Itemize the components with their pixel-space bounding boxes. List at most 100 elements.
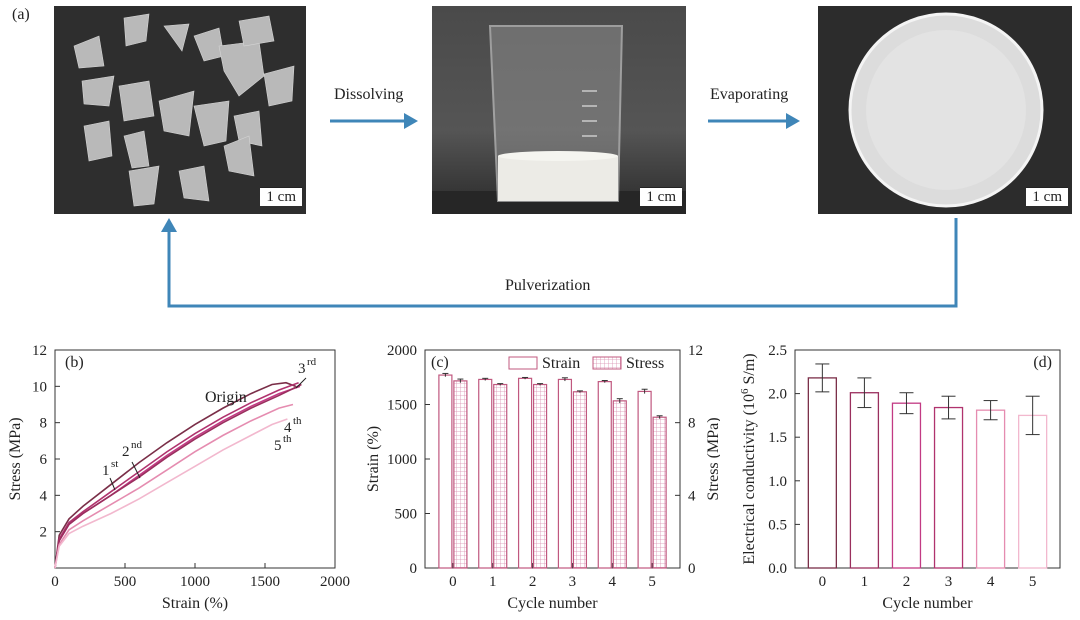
bar-conductivity xyxy=(933,406,964,569)
y-tick-label: 0.5 xyxy=(768,517,787,533)
x-tick-label: 2000 xyxy=(320,574,350,590)
step-pulverization-label: Pulverization xyxy=(505,277,591,294)
x-tick-label: 1 xyxy=(861,574,869,590)
annotation-origin: Origin xyxy=(205,389,247,406)
photo-beaker: 1 cm xyxy=(432,6,686,214)
step-dissolving-label: Dissolving xyxy=(334,86,404,103)
y-tick-label: 2.5 xyxy=(768,343,787,359)
x-tick-label: 0 xyxy=(51,574,59,590)
x-axis-label: Cycle number xyxy=(882,595,973,612)
y-tick-label: 2.0 xyxy=(768,387,787,403)
x-tick-label: 4 xyxy=(987,574,995,590)
y-right-tick-label: 8 xyxy=(688,416,696,432)
photo-film-disc: 1 cm xyxy=(818,6,1072,214)
annotation-1-pointer xyxy=(109,477,116,491)
scale-bar-3: 1 cm xyxy=(1026,187,1068,206)
y-tick-label: 500 xyxy=(395,507,418,523)
film-fragments-image xyxy=(54,6,306,214)
x-tick-label: 0 xyxy=(819,574,827,590)
panel-d-label: (d) xyxy=(1033,354,1052,371)
annotation-4-sup: th xyxy=(293,415,302,427)
y-tick-label: 2 xyxy=(40,525,48,541)
x-tick-label: 3 xyxy=(569,574,577,590)
x-tick-label: 2 xyxy=(903,574,911,590)
annotation-5-sup: th xyxy=(283,433,292,445)
y-right-tick-label: 4 xyxy=(688,488,696,504)
bar-stress xyxy=(572,391,588,569)
series-line-cycle4 xyxy=(54,403,294,569)
y-tick-label: 10 xyxy=(32,379,47,395)
x-tick-label: 1 xyxy=(489,574,497,590)
arrow-pulverization xyxy=(161,218,958,308)
y-right-tick-label: 12 xyxy=(688,343,703,359)
bar-strain xyxy=(557,378,573,569)
arrow-dissolving xyxy=(330,113,418,129)
y-right-tick-label: 0 xyxy=(688,561,696,577)
bar-strain xyxy=(438,374,453,569)
annotation-3: 3 xyxy=(298,361,306,377)
x-tick-label: 5 xyxy=(1029,574,1037,590)
y-axis-label-main: Electrical conductivity (10 xyxy=(741,394,758,565)
film-disc-image xyxy=(818,6,1072,214)
bar-strain xyxy=(637,390,652,569)
y-tick-label: 8 xyxy=(40,416,48,432)
series-line-cycle1 xyxy=(54,381,299,569)
bar-conductivity xyxy=(849,392,880,569)
photo-film-fragments: 1 cm xyxy=(54,6,306,214)
bar-stress xyxy=(532,383,548,569)
y-tick-label: 0.0 xyxy=(768,561,787,577)
x-tick-label: 3 xyxy=(945,574,953,590)
beaker-image xyxy=(432,6,686,214)
step-evaporating-label: Evaporating xyxy=(710,86,789,103)
y-tick-label: 1500 xyxy=(387,398,417,414)
bar-stress xyxy=(612,400,627,569)
annotation-4: 4 xyxy=(284,420,292,436)
bar-stress xyxy=(493,383,508,569)
chart-d-conductivity: 0.0 0.5 1.0 1.5 2.0 2.5 0 1 2 3 4 5 Cycle number Elec… xyxy=(739,343,1061,612)
y-axis-label-sup: 6 xyxy=(739,388,751,394)
x-tick-label: 2 xyxy=(529,574,537,590)
x-tick-label: 500 xyxy=(114,574,137,590)
panel-b-label: (b) xyxy=(65,354,84,371)
x-tick-label: 1000 xyxy=(180,574,210,590)
x-tick-label: 4 xyxy=(609,574,617,590)
bar-stress xyxy=(453,380,468,569)
y-tick-label: 1.0 xyxy=(768,474,787,490)
y-right-axis-label: Stress (MPa) xyxy=(705,417,720,500)
y-axis-label-tail: S/m) xyxy=(741,353,758,388)
y-tick-label: 4 xyxy=(40,488,48,504)
x-tick-label: 1500 xyxy=(250,574,280,590)
bar-conductivity xyxy=(1018,414,1048,569)
x-tick-label: 5 xyxy=(648,574,656,590)
panel-c-label: (c) xyxy=(431,354,449,371)
bar-strain xyxy=(597,381,612,569)
y-tick-label: 0 xyxy=(410,561,418,577)
scale-bar-2: 1 cm xyxy=(640,187,682,206)
series-line-cycle3 xyxy=(54,383,302,569)
annotation-1-sup: st xyxy=(111,458,118,470)
legend-label-strain: Strain xyxy=(542,355,580,372)
y-axis-label: Electrical conductivity (106 S/m) xyxy=(739,353,758,564)
series-line-cycle5 xyxy=(54,418,288,569)
y-tick-label: 1000 xyxy=(387,452,417,468)
series-line-origin xyxy=(54,381,297,569)
y-tick-label: 2000 xyxy=(387,343,417,359)
annotation-2-sup: nd xyxy=(131,439,143,451)
y-axis-label: Stress (MPa) xyxy=(7,417,24,500)
bar-conductivity xyxy=(975,409,1006,569)
y-tick-label: 1.5 xyxy=(768,430,787,446)
y-axis-label: Strain (%) xyxy=(365,426,382,492)
legend-swatch-strain xyxy=(508,356,538,370)
plot-frame xyxy=(794,349,1061,569)
x-axis-label: Strain (%) xyxy=(162,595,228,612)
y-tick-label: 12 xyxy=(32,343,47,359)
bar-conductivity xyxy=(891,402,922,569)
annotation-1: 1 xyxy=(102,463,110,479)
bar-stress xyxy=(652,416,667,569)
legend-label-stress: Stress xyxy=(626,355,664,372)
panel-a-label: (a) xyxy=(12,6,30,23)
bar-strain xyxy=(517,377,533,569)
annotation-3-sup: rd xyxy=(307,356,317,368)
